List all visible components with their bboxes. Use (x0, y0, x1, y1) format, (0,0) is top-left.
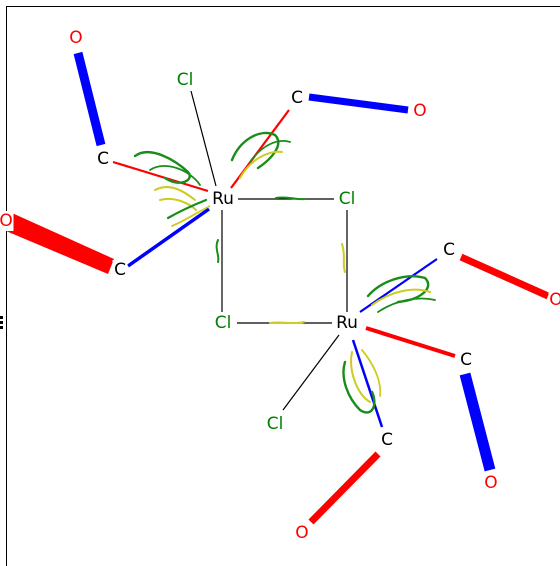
atom-label-cl_term_1: Cl (177, 70, 194, 90)
atom-label-c6: C (381, 430, 393, 450)
atom-label-o5: O (484, 473, 497, 493)
atom-label-c2: C (291, 88, 303, 108)
carbonyl-2 (231, 97, 408, 188)
atom-label-c4: C (443, 240, 455, 260)
carbonyl-6 (311, 340, 382, 522)
atom-label-cl_bridge_left: Cl (215, 313, 232, 333)
atom-label-o3: O (0, 211, 13, 231)
bond-ru1-cl-term (191, 91, 216, 186)
atom-label-o4: O (549, 290, 560, 310)
atom-label-o1: O (69, 28, 82, 48)
atom-label-o6: O (295, 523, 308, 543)
carbonyl-4 (360, 257, 548, 312)
atom-label-o2: O (413, 101, 426, 121)
atom-label-cl_term_2: Cl (267, 414, 284, 434)
atom-label-cl_bridge_right: Cl (339, 189, 356, 209)
atom-label-c1: C (97, 149, 109, 169)
atom-label-c5: C (460, 350, 472, 370)
atom-label-ru1: Ru (212, 189, 234, 209)
carbonyl-3 (6, 209, 209, 274)
bond-ru2-cl-term (283, 335, 339, 410)
atom-label-ru2: Ru (336, 313, 358, 333)
atom-label-c3: C (114, 260, 126, 280)
